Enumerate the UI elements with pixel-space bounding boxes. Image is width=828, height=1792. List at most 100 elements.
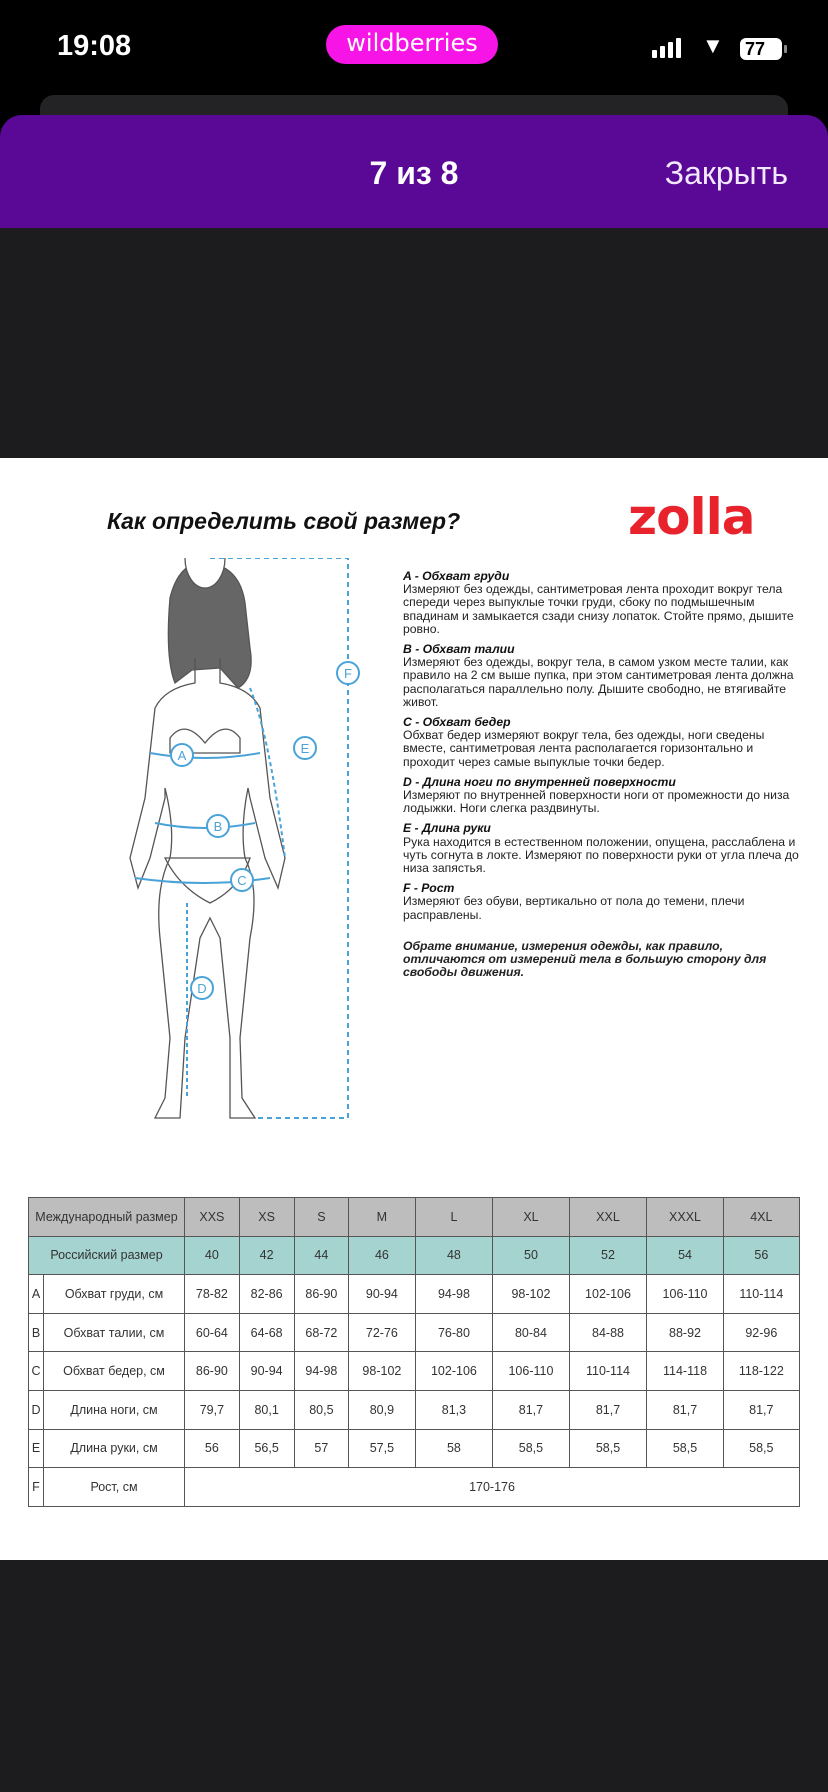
table-cell: B — [28, 1312, 44, 1353]
table-cell: 88-92 — [646, 1312, 724, 1353]
table-cell: 42 — [238, 1235, 295, 1276]
table-cell: E — [28, 1428, 44, 1469]
table-row: E Длина руки, см 56 56,5 57 57,5 58 58,5 58,5 58,… — [28, 1428, 801, 1469]
table-cell: Обхват груди, см — [43, 1274, 185, 1314]
table-cell: 114-118 — [646, 1351, 724, 1391]
table-cell: 92-96 — [722, 1312, 801, 1353]
desc-a: A - Обхват груди Измеряют без одежды, сан… — [403, 569, 794, 636]
table-cell: 78-82 — [184, 1274, 240, 1314]
status-bar: 19:08 wildberries ▼ 77 — [0, 0, 828, 95]
table-cell: 72-76 — [348, 1312, 416, 1353]
table-cell: 52 — [568, 1235, 648, 1276]
desc-d: D - Длина ноги по внутренней поверхности… — [403, 774, 790, 816]
signal-icon — [652, 38, 681, 58]
table-cell: 118-122 — [722, 1351, 801, 1391]
table-cell: 106-110 — [646, 1274, 724, 1314]
desc-b: B - Обхват талии Измеряют без одежды, вок… — [403, 642, 794, 709]
zolla-logo: zolla — [628, 488, 755, 546]
size-guide-image[interactable]: Как определить свой размер? zolla A B C … — [0, 458, 828, 1560]
label-c: C — [237, 873, 246, 888]
table-cell: 57,5 — [348, 1428, 416, 1469]
wifi-icon: ▼ — [702, 33, 724, 58]
table-cell: 48 — [414, 1235, 494, 1276]
table-cell: 81,7 — [646, 1389, 724, 1430]
table-cell: 40 — [184, 1235, 240, 1276]
table-cell: 81,7 — [492, 1389, 570, 1430]
note: Обрате внимание, измерения одежды, как п… — [403, 938, 767, 980]
body-outline — [129, 658, 286, 1119]
body-measurement-figure: A B C D E F — [129, 558, 360, 1119]
label-b: B — [214, 819, 223, 834]
table-cell: 82-86 — [238, 1274, 295, 1314]
measurement-descriptions: A - Обхват груди Измеряют без одежды, сан… — [403, 569, 803, 980]
table-cell: D — [28, 1389, 44, 1430]
desc-e: E - Длина руки Рука находится в естествен… — [403, 821, 799, 876]
table-cell: 58,5 — [646, 1428, 724, 1469]
table-cell: 80-84 — [492, 1312, 570, 1353]
table-cell: 81,7 — [722, 1389, 801, 1430]
table-cell: Рост, см — [43, 1467, 185, 1507]
table-cell: 46 — [348, 1235, 416, 1276]
size-table: Международный размер XXS XS S M L XL XXL XXXL 4XL… — [28, 1197, 801, 1507]
table-cell: 86-90 — [293, 1274, 350, 1314]
table-cell: A — [28, 1274, 44, 1314]
table-row-international: Международный размер XXS XS S M L XL XXL XXXL 4XL — [28, 1197, 801, 1237]
table-cell: 80,9 — [348, 1389, 416, 1430]
table-cell: 80,1 — [238, 1389, 295, 1430]
head — [184, 558, 226, 589]
table-cell: 56 — [722, 1235, 801, 1276]
label-d: D — [197, 981, 206, 996]
table-row-russian: Российский размер 40 42 44 46 48 50 52 54 56 — [28, 1235, 801, 1276]
table-cell: 81,3 — [414, 1389, 494, 1430]
desc-f: F - Рост Измеряют без обуви, вертикально … — [403, 881, 745, 922]
table-cell: 76-80 — [414, 1312, 494, 1353]
table-cell: XXL — [568, 1197, 648, 1237]
table-cell: 90-94 — [238, 1351, 295, 1391]
table-row: B Обхват талии, см 60-64 64-68 68-72 72-76 76-… — [28, 1312, 801, 1353]
table-cell: 98-102 — [348, 1351, 416, 1391]
table-cell: 56,5 — [238, 1428, 295, 1469]
table-cell: 56 — [184, 1428, 240, 1469]
table-row: A Обхват груди, см 78-82 82-86 86-90 90-94 94-… — [28, 1274, 801, 1314]
label-f: F — [344, 666, 352, 681]
close-button[interactable]: Закрыть — [664, 155, 788, 191]
table-cell: Международный размер — [28, 1197, 185, 1237]
table-cell: 110-114 — [568, 1351, 648, 1391]
clock: 19:08 — [57, 30, 132, 62]
table-cell: C — [28, 1351, 44, 1391]
image-counter: 7 из 8 — [369, 155, 459, 191]
table-cell: Российский размер — [28, 1235, 185, 1276]
table-cell: 90-94 — [348, 1274, 416, 1314]
viewer-bottom — [0, 1560, 828, 1792]
table-cell: 98-102 — [492, 1274, 570, 1314]
table-cell: 79,7 — [184, 1389, 240, 1430]
desc-c: C - Обхват бедер Обхват бедер измеряют во… — [403, 715, 765, 769]
table-cell: 68-72 — [293, 1312, 350, 1353]
table-cell: 86-90 — [184, 1351, 240, 1391]
table-cell: 4XL — [722, 1197, 801, 1237]
table-cell: 81,7 — [568, 1389, 648, 1430]
table-cell: XXS — [184, 1197, 240, 1237]
table-cell: 94-98 — [414, 1274, 494, 1314]
table-row: C Обхват бедер, см 86-90 90-94 94-98 98-102 10… — [28, 1351, 801, 1391]
table-cell: F — [28, 1467, 44, 1507]
table-cell: Длина руки, см — [43, 1428, 185, 1469]
table-cell: XL — [492, 1197, 570, 1237]
table-row: D Длина ноги, см 79,7 80,1 80,5 80,9 81,3 81,7 8… — [28, 1389, 801, 1430]
table-cell: 80,5 — [293, 1389, 350, 1430]
table-cell: S — [293, 1197, 350, 1237]
table-cell: 57 — [293, 1428, 350, 1469]
table-cell: 110-114 — [722, 1274, 801, 1314]
table-cell: 106-110 — [492, 1351, 570, 1391]
table-cell: L — [414, 1197, 494, 1237]
table-cell: 58 — [414, 1428, 494, 1469]
table-cell: 170-176 — [184, 1467, 800, 1507]
label-e: E — [301, 741, 310, 756]
table-cell: Длина ноги, см — [43, 1389, 185, 1430]
table-cell: 58,5 — [722, 1428, 801, 1469]
table-cell: M — [348, 1197, 416, 1237]
table-cell: 58,5 — [568, 1428, 648, 1469]
table-cell: 102-106 — [414, 1351, 494, 1391]
table-cell: 60-64 — [184, 1312, 240, 1353]
gallery-header: 7 из 8 Закрыть — [0, 115, 828, 228]
